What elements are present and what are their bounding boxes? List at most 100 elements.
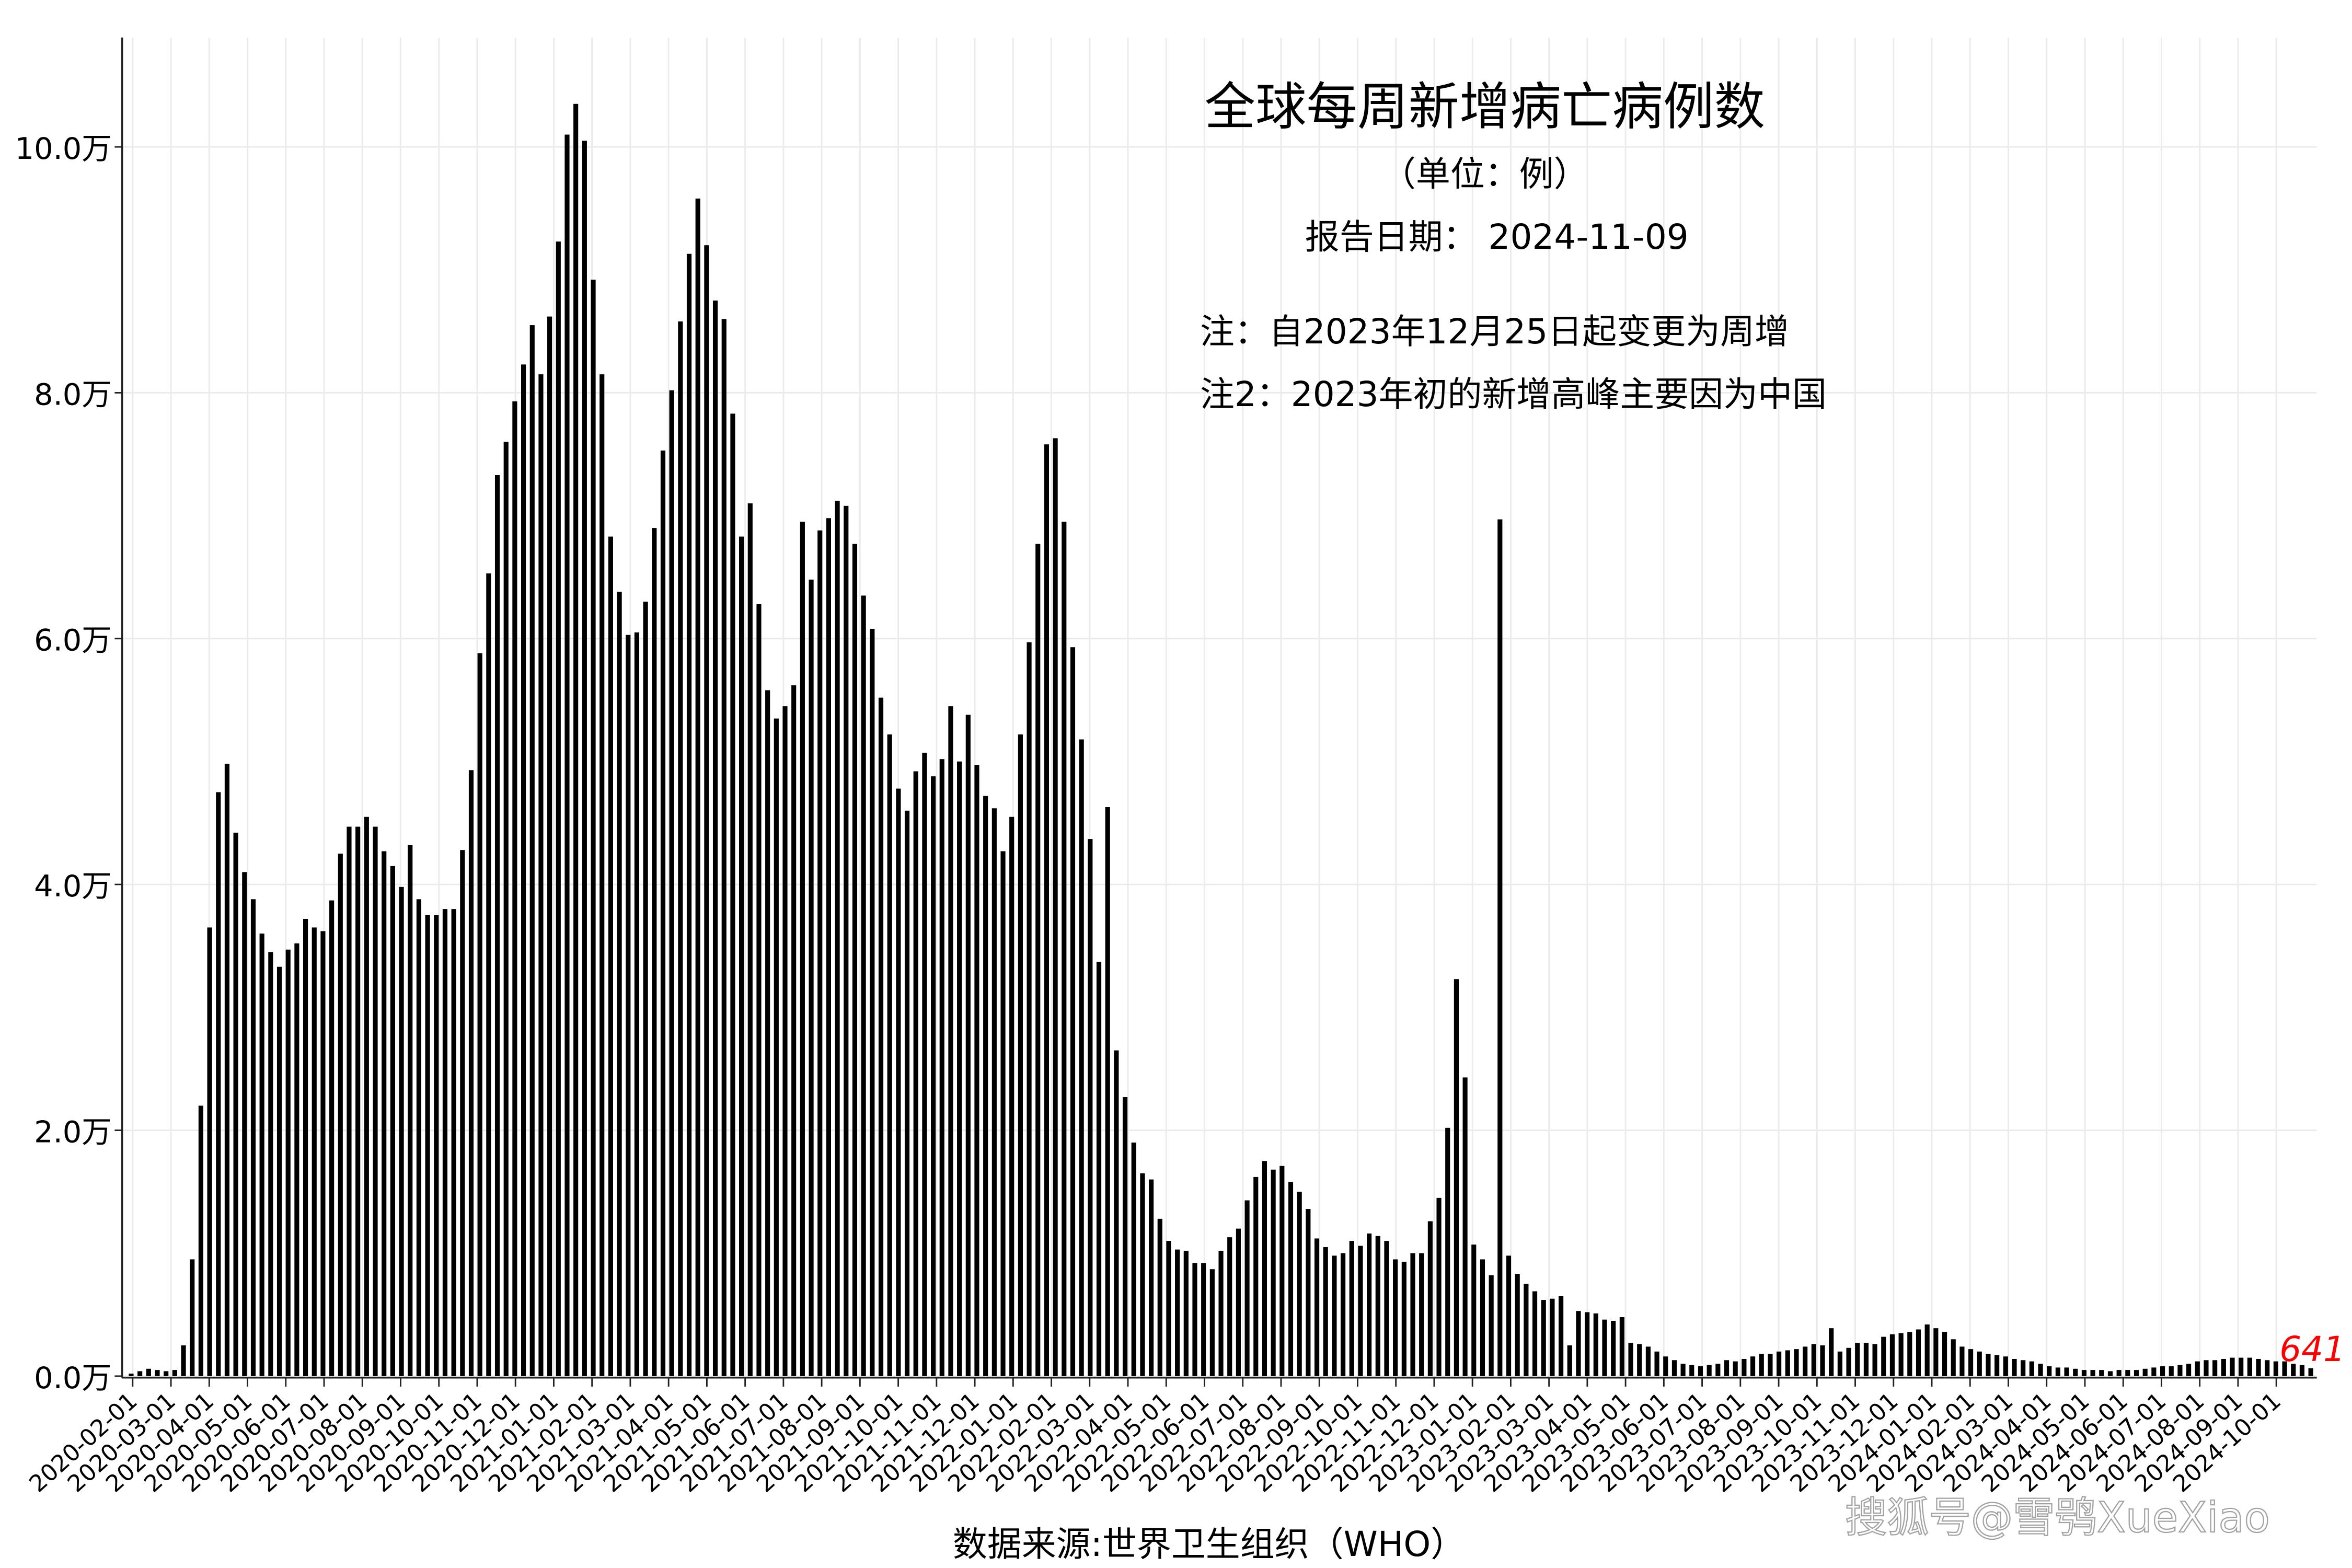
bar [2081,1370,2087,1376]
bar [844,505,849,1376]
bar [512,401,517,1376]
bar [1062,522,1067,1376]
bar [503,442,509,1376]
bar [730,413,735,1376]
bar [1271,1169,1276,1376]
bar [1881,1336,1886,1376]
bar [1244,1200,1250,1376]
bar [922,753,927,1376]
y-tick-label: 2.0万 [34,1114,112,1149]
bar [1149,1179,1154,1376]
bar [1288,1182,1294,1376]
bar [1654,1351,1659,1376]
bar [1471,1244,1477,1376]
bar [198,1105,203,1376]
bar [1410,1253,1415,1376]
bar [2239,1357,2244,1376]
bar [2265,1360,2270,1376]
bar [486,573,491,1376]
bar [913,771,918,1376]
bar [1192,1263,1197,1376]
bar [1837,1351,1842,1376]
bar [216,792,221,1376]
bar [1977,1351,1982,1376]
bar [991,808,997,1376]
bar [1227,1237,1232,1376]
bar [1349,1241,1354,1376]
bar [1785,1350,1790,1376]
bar [1585,1312,1590,1376]
bar [1436,1197,1442,1376]
bar [1724,1360,1730,1376]
bar [747,503,753,1376]
bar [695,198,700,1376]
note-1: 注：自2023年12月25日起变更为周增 [1200,312,1789,352]
bar [721,319,727,1376]
bar [1550,1298,1555,1376]
bar [2021,1360,2026,1376]
bar [233,833,238,1376]
bar [1846,1347,1851,1376]
bar [1759,1354,1764,1376]
bar [2221,1358,2226,1376]
bar [2090,1370,2095,1376]
bar [1358,1246,1363,1376]
bar [1750,1356,1756,1376]
bar [276,966,282,1376]
bar [1680,1364,1686,1376]
bar [477,653,482,1376]
bar [800,522,805,1376]
bar [2012,1358,2017,1376]
bar [774,718,779,1376]
bar [2177,1365,2183,1376]
bar [1663,1356,1668,1376]
bar [1768,1354,1773,1376]
bar [1742,1358,1747,1376]
bar [2308,1368,2313,1376]
bar [1593,1313,1598,1376]
bar [1140,1173,1145,1376]
bar [416,899,422,1376]
bar [1611,1321,1616,1376]
bar [1994,1355,2000,1376]
bar [1671,1360,1677,1376]
bar [1201,1263,1206,1376]
bar [2169,1366,2174,1376]
bar [1497,519,1503,1376]
bar [155,1370,160,1376]
bar [259,933,264,1376]
bar [364,816,369,1376]
bar [1323,1247,1328,1376]
bar [373,826,378,1376]
bar [835,501,840,1376]
bar [146,1368,151,1376]
last-value-label: 641 [2279,1329,2345,1369]
bar [1803,1346,1808,1376]
bar [1916,1329,1921,1376]
bar [930,776,936,1376]
bar [382,851,387,1376]
bar [1131,1143,1136,1376]
y-ticks: 0.0万 2.0万 4.0万 6.0万 8.0万 10.0万 [15,131,122,1396]
bar [2212,1360,2218,1376]
bar [303,919,308,1376]
bar [1855,1343,1860,1376]
bar [2204,1360,2209,1376]
bar [2003,1356,2008,1376]
bar [1297,1192,1302,1376]
bar [573,103,579,1376]
bar [1122,1097,1128,1376]
bar [1820,1345,1825,1376]
bar [1986,1354,1991,1376]
bar [294,943,299,1376]
bar [1924,1324,1930,1376]
bar [312,927,317,1376]
bar [1000,851,1006,1376]
bar [634,632,640,1376]
bar [556,241,561,1376]
bar [2125,1370,2130,1376]
bar [320,931,326,1376]
bar [2299,1365,2305,1376]
bar [2047,1366,2052,1376]
bar [1306,1209,1311,1376]
